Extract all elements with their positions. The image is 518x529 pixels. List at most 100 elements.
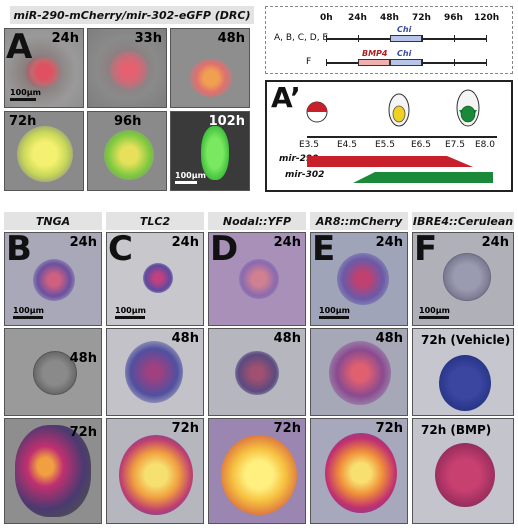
tile-b-72h: 72h <box>4 418 102 524</box>
stage-label: E7.5 <box>445 140 465 150</box>
aggregate <box>325 433 397 513</box>
tile-c-24h: 24h 100µm <box>106 232 204 326</box>
time-label: 24h <box>69 235 97 250</box>
panel-letter-a: A <box>6 27 33 67</box>
aggregate <box>15 425 91 517</box>
tile-f-24h: 24h 100µm <box>412 232 514 326</box>
panel-a-header-text: miR-290-mCherry/mir-302-eGFP (DRC) <box>13 8 251 22</box>
time-label: 48h <box>171 331 199 346</box>
tile-d-48h: 48h <box>208 328 306 416</box>
tile-e-72h: 72h <box>310 418 408 524</box>
time-label: 72h <box>69 425 97 440</box>
aggregate <box>33 351 77 395</box>
panel-a-tile-72h: 72h <box>4 111 84 191</box>
tile-b-24h: 24h 100µm <box>4 232 102 326</box>
panel-letter-c: C <box>108 229 133 269</box>
time-label: 72h <box>375 421 403 436</box>
tick <box>422 59 423 66</box>
aggregate <box>143 263 173 293</box>
mir302-bar <box>353 172 493 183</box>
scale-label: 100µm <box>115 306 146 315</box>
time-label: 72h <box>171 421 199 436</box>
time-label: 72h (BMP) <box>421 423 492 437</box>
timeline-box: 0h 24h 48h 72h 96h 120h A, B, C, D, E Ch… <box>265 6 513 74</box>
scale-label: 100µm <box>175 171 206 180</box>
header-text: Nodal::YFP <box>222 214 292 228</box>
time-label: 24h <box>51 31 79 46</box>
aggregate <box>239 259 279 299</box>
time-label: 48h <box>375 331 403 346</box>
panel-a-tile-33h: 33h <box>87 28 167 108</box>
tick <box>422 35 423 42</box>
time-label: 24h <box>375 235 403 250</box>
scale-bar <box>319 316 349 319</box>
header-text: TNGA <box>35 214 71 228</box>
tick <box>486 59 487 66</box>
aggregate <box>443 253 491 301</box>
time-label: 102h <box>208 114 245 129</box>
header-text: IBRE4::Cerulean <box>412 214 514 228</box>
header-ar8: AR8::mCherry <box>310 212 408 230</box>
header-text: TLC2 <box>139 214 171 228</box>
tick-label: 24h <box>348 13 367 23</box>
tile-e-24h: 24h 100µm <box>310 232 408 326</box>
header-ibre4: IBRE4::Cerulean <box>412 212 514 230</box>
tick-label: 0h <box>320 13 333 23</box>
tick-label: 96h <box>444 13 463 23</box>
panel-a-tile-96h: 96h <box>87 111 167 191</box>
scale-label: 100µm <box>13 306 44 315</box>
scale-bar <box>10 98 36 101</box>
aggregate <box>110 51 148 89</box>
tick <box>358 35 359 42</box>
stage-label: E3.5 <box>299 140 319 150</box>
panel-letter-e: E <box>312 229 336 269</box>
row-label: F <box>306 57 312 67</box>
scale-bar <box>115 316 145 319</box>
panel-letter-b: B <box>6 229 32 269</box>
time-label: 48h <box>273 331 301 346</box>
time-label: 72h <box>273 421 301 436</box>
panel-letter-f: F <box>414 229 438 269</box>
tick <box>326 35 327 42</box>
scale-bar <box>175 181 197 184</box>
aggregate <box>235 351 279 395</box>
time-label: 33h <box>134 31 162 46</box>
stage-label: E5.5 <box>375 140 395 150</box>
tick <box>454 59 455 66</box>
time-label: 24h <box>481 235 509 250</box>
aggregate <box>201 126 229 180</box>
aggregate <box>329 341 391 405</box>
aggregate <box>221 435 297 515</box>
tick <box>326 59 327 66</box>
stage-axis <box>307 136 497 138</box>
tick-label: 72h <box>412 13 431 23</box>
embryo-icon-e35 <box>306 101 328 123</box>
panel-a-header: miR-290-mCherry/mir-302-eGFP (DRC) <box>10 6 254 24</box>
mir290-label: mir-290 <box>279 154 319 164</box>
header-tnga: TNGA <box>4 212 102 230</box>
scale-bar <box>13 316 43 319</box>
panel-a-tile-48h: 48h <box>170 28 250 108</box>
scale-bar <box>419 316 449 319</box>
panel-letter-d: D <box>210 229 239 269</box>
aggregate <box>125 341 183 403</box>
tile-d-72h: 72h <box>208 418 306 524</box>
time-label: 24h <box>171 235 199 250</box>
mir290-bar <box>307 156 473 167</box>
tick <box>486 35 487 42</box>
tile-c-48h: 48h <box>106 328 204 416</box>
aggregate <box>104 130 154 180</box>
scale-label: 100µm <box>10 88 41 97</box>
panel-a-prime-box: A’ E3.5 E4.5 E5.5 E6.5 E7.5 E8.0 mir-290… <box>265 80 513 192</box>
aggregate <box>27 57 61 87</box>
tick-label: 120h <box>474 13 500 23</box>
row-label: A, B, C, D, E <box>274 33 329 43</box>
aggregate <box>439 355 491 411</box>
panel-letter-a-prime: A’ <box>271 81 301 114</box>
time-label: 72h (Vehicle) <box>421 333 511 347</box>
aggregate <box>33 259 75 301</box>
header-tlc2: TLC2 <box>106 212 204 230</box>
aggregate <box>189 59 233 97</box>
chi-label: Chi <box>397 49 412 58</box>
tile-f-72h-bmp: 72h (BMP) <box>412 418 514 524</box>
